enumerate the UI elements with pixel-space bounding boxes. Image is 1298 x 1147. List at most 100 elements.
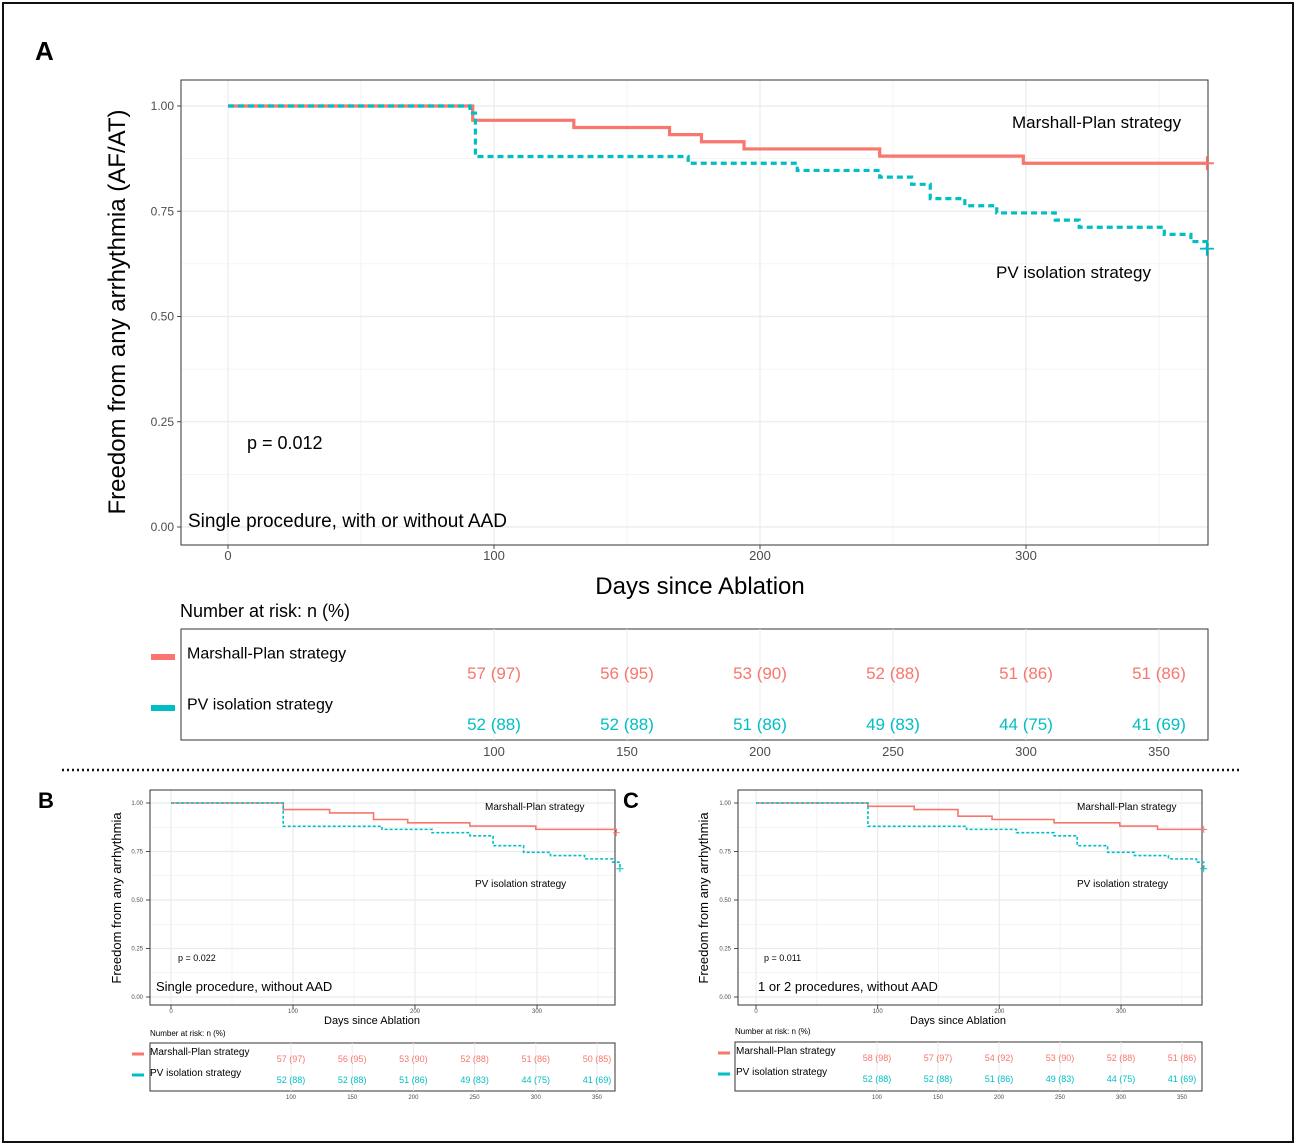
risk-time-label: 350 — [592, 1095, 603, 1101]
series-annotation: PV isolation strategy — [475, 879, 566, 890]
series-line-marshall-plan — [171, 802, 618, 833]
risk-time-label: 300 — [531, 1095, 542, 1101]
series-line-pv-isolation — [171, 802, 621, 869]
risk-cell-value: 41 (69) — [1168, 1074, 1197, 1084]
series-annotation: Marshall-Plan strategy — [1012, 113, 1182, 132]
risk-time-label: 100 — [872, 1095, 883, 1101]
risk-cell-value: 51 (86) — [999, 664, 1053, 683]
y-axis-label: Freedom from any arrhythmia — [696, 812, 711, 984]
risk-row-label: PV isolation strategy — [150, 1068, 241, 1079]
x-tick-label: 200 — [410, 1009, 421, 1015]
risk-cell-value: 52 (88) — [277, 1075, 306, 1085]
series-line-pv-isolation — [228, 104, 1209, 249]
y-axis-label: Freedom from any arrhythmia (AF/AT) — [104, 110, 131, 515]
series-annotation: PV isolation strategy — [1077, 879, 1168, 890]
risk-time-label: 100 — [286, 1095, 297, 1101]
x-tick-label: 0 — [169, 1009, 173, 1015]
risk-cell-value: 52 (88) — [863, 1074, 892, 1084]
y-tick-label: 0.50 — [151, 310, 175, 324]
risk-cell-value: 57 (97) — [467, 664, 521, 683]
risk-row-label: Marshall-Plan strategy — [736, 1046, 835, 1057]
risk-cell-value: 41 (69) — [1132, 715, 1186, 734]
x-tick-label: 100 — [873, 1009, 884, 1015]
y-tick-label: 1.00 — [151, 99, 175, 113]
risk-table-title: Number at risk: n (%) — [180, 601, 350, 621]
plot-border — [737, 789, 1203, 1006]
panel-label: B — [38, 788, 54, 813]
risk-cell-value: 58 (98) — [863, 1053, 892, 1063]
risk-table-border — [180, 628, 1209, 741]
y-tick-label: 1.00 — [131, 801, 143, 807]
x-tick-label: 0 — [224, 548, 231, 563]
panel-label: C — [623, 788, 639, 813]
condition-label: Single procedure, with or without AAD — [188, 511, 507, 532]
y-axis-label: Freedom from any arrhythmia — [109, 812, 124, 984]
risk-cell-value: 53 (90) — [399, 1054, 428, 1064]
risk-cell-value: 52 (88) — [460, 1054, 489, 1064]
y-tick-label: 0.50 — [131, 898, 143, 904]
y-tick-label: 0.00 — [719, 995, 731, 1001]
risk-time-label: 250 — [470, 1095, 481, 1101]
risk-table-border — [149, 1042, 616, 1092]
x-tick-label: 200 — [994, 1009, 1005, 1015]
risk-cell-value: 44 (75) — [522, 1075, 551, 1085]
series-line-marshall-plan — [228, 104, 1207, 165]
risk-time-label: 350 — [1148, 744, 1170, 759]
risk-cell-value: 52 (88) — [866, 664, 920, 683]
x-axis-label: Days since Ablation — [910, 1015, 1006, 1027]
panel-label: A — [35, 36, 54, 66]
risk-cell-value: 57 (97) — [924, 1053, 953, 1063]
risk-cell-value: 51 (86) — [522, 1054, 551, 1064]
risk-time-label: 250 — [882, 744, 904, 759]
risk-time-label: 350 — [1177, 1095, 1188, 1101]
y-tick-label: 1.00 — [719, 801, 731, 807]
risk-table-title: Number at risk: n (%) — [150, 1029, 226, 1038]
risk-cell-value: 53 (90) — [1046, 1053, 1075, 1063]
risk-cell-value: 51 (86) — [985, 1074, 1014, 1084]
risk-cell-value: 51 (86) — [1168, 1053, 1197, 1063]
risk-cell-value: 44 (75) — [999, 715, 1053, 734]
risk-cell-value: 56 (95) — [600, 664, 654, 683]
p-value: p = 0.012 — [247, 433, 323, 453]
risk-time-label: 200 — [749, 744, 771, 759]
p-value: p = 0.022 — [178, 953, 216, 963]
risk-row-label: Marshall-Plan strategy — [150, 1047, 249, 1058]
risk-time-label: 150 — [933, 1095, 944, 1101]
censor-mark — [1200, 865, 1208, 873]
p-value: p = 0.011 — [764, 953, 801, 963]
x-tick-label: 300 — [532, 1009, 543, 1015]
risk-cell-value: 52 (88) — [600, 715, 654, 734]
risk-cell-value: 52 (88) — [924, 1074, 953, 1084]
y-tick-label: 0.25 — [719, 947, 731, 953]
y-tick-label: 0.75 — [719, 850, 731, 856]
risk-row-label: PV isolation strategy — [736, 1067, 827, 1078]
x-tick-label: 100 — [483, 548, 505, 563]
censor-mark — [1199, 241, 1214, 256]
y-tick-label: 0.00 — [131, 995, 143, 1001]
risk-cell-value: 52 (88) — [1107, 1053, 1136, 1063]
series-annotation: Marshall-Plan strategy — [1077, 802, 1176, 813]
risk-table-title: Number at risk: n (%) — [735, 1027, 811, 1036]
series-annotation: Marshall-Plan strategy — [485, 802, 584, 813]
risk-row-label: Marshall-Plan strategy — [187, 646, 346, 663]
series-annotation: PV isolation strategy — [996, 263, 1151, 282]
risk-cell-value: 53 (90) — [733, 664, 787, 683]
y-tick-label: 0.75 — [151, 204, 175, 218]
x-tick-label: 300 — [1116, 1009, 1127, 1015]
x-tick-label: 300 — [1015, 548, 1037, 563]
censor-mark — [612, 829, 620, 837]
risk-time-label: 300 — [1116, 1095, 1127, 1101]
risk-time-label: 200 — [408, 1095, 419, 1101]
y-tick-label: 0.00 — [151, 520, 175, 534]
risk-time-label: 200 — [994, 1095, 1005, 1101]
risk-cell-value: 52 (88) — [467, 715, 521, 734]
risk-table-border — [734, 1041, 1203, 1092]
risk-cell-value: 51 (86) — [733, 715, 787, 734]
series-line-marshall-plan — [756, 802, 1204, 831]
plot-border — [149, 789, 616, 1006]
risk-time-label: 100 — [483, 744, 505, 759]
x-axis-label: Days since Ablation — [324, 1015, 420, 1027]
risk-cell-value: 49 (83) — [866, 715, 920, 734]
